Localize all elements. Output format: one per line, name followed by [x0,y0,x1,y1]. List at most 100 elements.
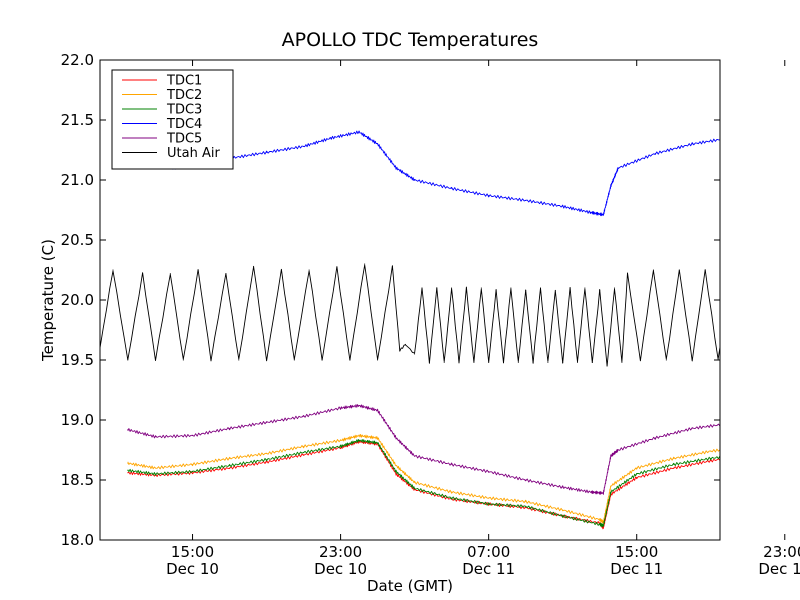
data-point-utah-air [421,287,423,289]
x-tick-label-date: Dec 11 [462,560,515,578]
data-point-utah-air [465,287,467,289]
data-point-utah-air [391,265,393,267]
data-point-tdc1 [636,477,638,479]
data-point-utah-air [404,343,406,345]
data-point-tdc5 [589,491,591,493]
data-point-tdc5 [377,409,379,411]
data-point-utah-air [266,359,268,361]
series-line-tdc3 [127,438,720,528]
data-point-tdc1 [192,472,193,474]
data-point-tdc1 [602,527,604,529]
data-point-tdc2 [710,450,712,452]
data-point-utah-air [225,273,227,275]
data-point-tdc3 [303,451,305,453]
data-point-tdc4 [358,131,360,133]
data-point-tdc3 [229,465,231,467]
x-tick-label-date: Dec 11 [610,560,663,578]
data-point-tdc4 [330,137,332,139]
x-tick-label-time: 15:00 [615,543,658,561]
data-point-utah-air [280,269,282,271]
y-tick-label: 19.0 [61,411,94,429]
data-point-tdc1 [673,467,675,469]
y-tick-label: 21.5 [61,111,94,129]
data-point-tdc3 [358,439,360,441]
data-point-utah-air [614,287,615,289]
data-point-tdc3 [610,491,612,493]
data-point-utah-air [336,267,338,269]
data-point-tdc5 [192,435,193,437]
data-point-tdc3 [340,445,342,447]
data-point-tdc4 [488,195,490,197]
data-point-utah-air [142,273,144,275]
data-point-tdc5 [617,449,619,451]
data-point-utah-air [210,359,212,361]
legend-label-tdc5: TDC5 [166,132,202,147]
x-tick-label-date: Dec 10 [166,560,219,578]
data-point-utah-air [458,361,460,363]
series-line-tdc1 [127,439,720,530]
data-point-utah-air [495,289,497,291]
y-axis-label: Temperature (C) [39,239,57,362]
legend-label-tdc1: TDC1 [166,74,202,89]
x-axis-label: Date (GMT) [367,577,453,595]
data-point-tdc1 [414,489,416,491]
data-point-utah-air [591,361,593,363]
data-point-tdc4 [266,151,268,153]
data-point-utah-air [428,361,430,363]
data-point-tdc4 [617,167,619,169]
data-point-utah-air [443,361,445,363]
data-point-tdc2 [673,457,675,459]
series-line-tdc2 [127,433,720,524]
data-point-utah-air [321,359,323,361]
legend-label-tdc4: TDC4 [166,117,202,132]
data-point-tdc2 [525,501,527,503]
x-tick-label-time: 15:00 [171,543,214,561]
data-point-utah-air [621,361,623,363]
data-point-tdc4 [395,167,397,169]
series-line-tdc4 [127,130,720,217]
data-point-tdc2 [229,457,231,459]
legend-label-tdc2: TDC2 [166,88,202,103]
data-point-utah-air [577,361,578,363]
data-point-utah-air [488,361,490,363]
y-tick-label: 19.5 [61,351,94,369]
data-point-tdc5 [266,421,268,423]
data-point-utah-air [599,289,601,291]
data-point-tdc2 [414,481,416,483]
data-point-tdc5 [602,492,604,494]
data-point-tdc2 [127,462,129,464]
data-point-tdc5 [127,429,129,431]
data-point-tdc2 [451,491,453,493]
data-point-tdc3 [155,473,156,475]
data-point-utah-air [253,265,255,267]
x-tick-label-date: Dec 10 [314,560,367,578]
data-point-utah-air [562,361,564,363]
data-point-tdc4 [691,143,693,145]
x-tick-label-date: Dec 11 [758,560,800,578]
data-point-tdc5 [562,486,564,488]
data-point-utah-air [639,359,641,361]
data-point-tdc2 [155,467,156,469]
data-point-tdc5 [525,479,527,481]
series-line-utah-air [100,264,720,367]
data-point-tdc2 [395,465,397,467]
series-layer [100,130,720,530]
data-point-utah-air [569,287,571,289]
data-point-tdc2 [636,467,638,469]
y-tick-label: 21.0 [61,171,94,189]
data-point-tdc3 [127,469,129,471]
y-tick-label: 20.0 [61,291,94,309]
data-point-tdc2 [358,435,360,437]
data-point-tdc5 [340,407,342,409]
data-point-utah-air [540,287,541,289]
data-point-utah-air [127,359,129,361]
data-point-tdc5 [691,427,693,429]
data-point-utah-air [473,361,475,363]
data-point-tdc4 [451,187,453,189]
data-point-utah-air [364,263,366,265]
y-tick-label: 18.5 [61,471,94,489]
data-point-tdc5 [488,471,490,473]
data-point-utah-air [547,361,549,363]
data-point-tdc4 [377,143,379,145]
data-point-tdc5 [303,415,305,417]
